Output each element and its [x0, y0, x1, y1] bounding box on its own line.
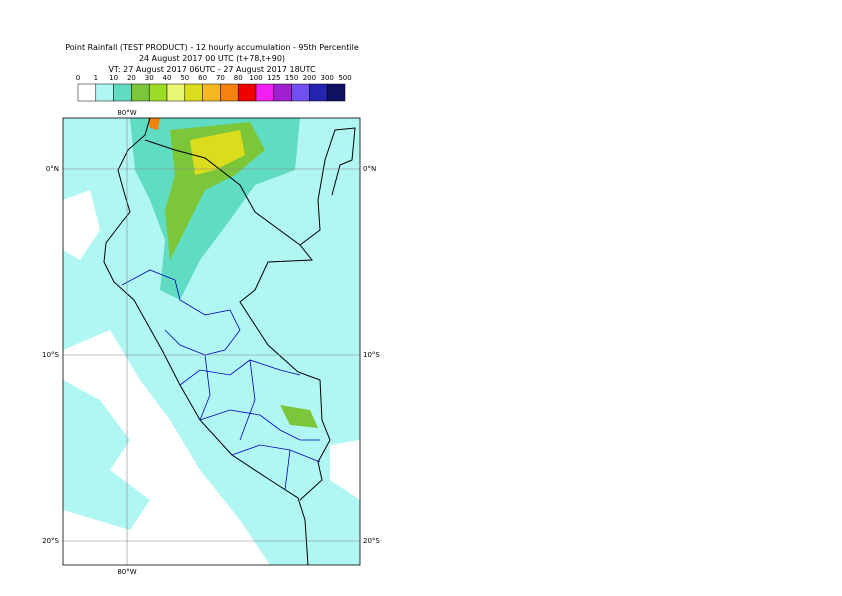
graticule	[63, 118, 360, 565]
legend-label: 10	[109, 74, 118, 82]
lat-labels: 0°N 0°N 10°S 10°S 20°S 20°S	[42, 165, 380, 545]
legend-swatch	[131, 83, 150, 102]
rain-field	[148, 118, 160, 130]
legend-swatch	[237, 83, 257, 102]
legend-swatch	[184, 83, 203, 102]
legend-swatch	[148, 83, 168, 102]
dry-area	[330, 440, 360, 500]
rain-field	[300, 495, 330, 565]
legend-label: 200	[303, 74, 316, 82]
legend-label: 0	[76, 74, 80, 82]
legend-label: 20	[127, 74, 136, 82]
coastline	[103, 118, 356, 565]
legend-swatch	[255, 83, 275, 102]
dry-area	[63, 190, 270, 565]
title: Point Rainfall (TEST PRODUCT) - 12 hourl…	[65, 43, 359, 52]
valid-time: VT: 27 August 2017 06UTC - 27 August 201…	[108, 65, 316, 74]
lat-label: 10°S	[363, 351, 380, 359]
lat-label: 10°S	[42, 351, 59, 359]
legend-label: 60	[198, 74, 207, 82]
lon-label: 80°W	[117, 109, 136, 117]
legend-swatch	[291, 83, 310, 102]
legend-swatch	[113, 83, 132, 102]
legend-label: 300	[321, 74, 334, 82]
lat-label: 20°S	[42, 537, 59, 545]
legend-swatch	[309, 83, 328, 102]
legend-swatch	[77, 83, 97, 102]
legend-label: 125	[267, 74, 280, 82]
region-borders	[121, 269, 321, 491]
legend-swatch	[273, 83, 292, 102]
lat-label: 0°N	[46, 165, 59, 173]
lat-label: 20°S	[363, 537, 380, 545]
legend-label: 150	[285, 74, 298, 82]
legend-label: 30	[145, 74, 154, 82]
legend-label: 40	[163, 74, 172, 82]
run-info: 24 August 2017 00 UTC (t+78,t+90)	[139, 54, 285, 63]
rain-field	[190, 130, 245, 175]
legend-swatch	[95, 83, 114, 102]
legend-label: 70	[216, 74, 225, 82]
rain-field	[63, 380, 150, 530]
lon-label: 80°W	[117, 568, 136, 576]
legend: 0 1 10 20 30 40 50 60 70 80 100 125 150 200 300 500	[76, 74, 352, 102]
legend-label: 1	[94, 74, 98, 82]
rain-field	[280, 405, 318, 428]
legend-label: 500	[338, 74, 351, 82]
legend-swatch	[202, 83, 221, 102]
map: 80°W 80°W 0°N 0°N 10°S 10°S 20°S 20°S	[42, 109, 380, 576]
legend-swatch	[220, 83, 239, 102]
legend-label: 80	[234, 74, 243, 82]
legend-swatch	[326, 83, 346, 102]
legend-label: 100	[249, 74, 262, 82]
legend-label: 50	[180, 74, 189, 82]
lat-label: 0°N	[363, 165, 376, 173]
map-frame	[62, 117, 361, 566]
legend-swatch	[166, 83, 186, 102]
